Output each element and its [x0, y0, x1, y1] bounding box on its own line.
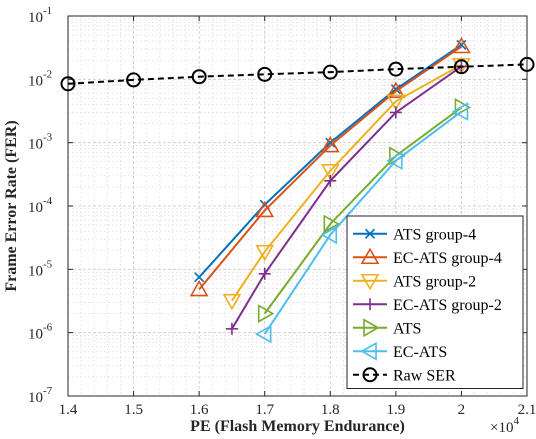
legend-entry-raw-ser: Raw SER: [353, 367, 456, 384]
series-line: [263, 106, 463, 315]
x-tick-label: 2: [458, 402, 466, 418]
data-point: [386, 81, 406, 98]
y-tick-exponent: -7: [43, 385, 53, 397]
data-point: [324, 174, 337, 187]
legend-entry-ec-ats-group-4: EC-ATS group-4: [353, 247, 502, 267]
data-point: [320, 225, 338, 245]
x-tick-label: 2.1: [518, 402, 536, 418]
series-line: [231, 63, 462, 302]
series-ats-group-4: [194, 39, 467, 283]
y-axis-title: Frame Error Rate (FER): [3, 120, 20, 291]
legend-marker: [363, 318, 380, 338]
series-line: [67, 63, 528, 85]
data-point: [519, 56, 535, 72]
y-tick-exponent: -6: [43, 322, 53, 334]
legend-marker: [364, 228, 376, 239]
legend-marker: [360, 341, 377, 361]
legend-label: Raw SER: [393, 367, 456, 384]
legend-marker: [362, 367, 378, 383]
x-axis-multiplier-exponent: 4: [513, 415, 519, 427]
legend: ATS group-4 EC-ATS group-4 ATS group-2 EC-A…: [346, 215, 524, 389]
series-line: [198, 45, 462, 291]
legend-marker: [360, 273, 380, 291]
data-point: [389, 106, 402, 119]
data-point: [60, 76, 76, 92]
legend-entry-ats-group-4: ATS group-4: [353, 226, 476, 243]
series-ec-ats-group-4: [189, 36, 471, 297]
data-point: [255, 200, 275, 218]
series-raw-ser: [60, 56, 535, 92]
data-point: [325, 137, 336, 148]
legend-entry-ec-ats-group-2: EC-ATS group-2: [353, 297, 502, 314]
legend-label: EC-ATS: [393, 344, 447, 361]
data-point: [386, 151, 403, 171]
marker-stroke: [325, 137, 336, 148]
data-point: [257, 304, 275, 323]
marker-stroke: [194, 272, 205, 283]
data-point: [320, 135, 340, 153]
data-point: [255, 244, 275, 262]
data-point: [323, 214, 340, 234]
x-tick-label: 1.9: [386, 402, 405, 418]
data-point: [451, 102, 469, 121]
legend-entry-ats: ATS: [353, 318, 421, 338]
data-point: [454, 98, 472, 117]
series-ec-ats-group-2: [225, 60, 468, 335]
y-tick-exponent: -4: [43, 195, 53, 207]
data-point: [386, 94, 406, 111]
data-point: [257, 66, 273, 82]
data-point: [388, 61, 404, 77]
legend-marker: [364, 298, 376, 311]
marker-stroke: [364, 228, 376, 239]
x-tick-label: 1.7: [255, 402, 274, 418]
x-axis-multiplier: ×104: [490, 415, 519, 436]
data-point: [222, 293, 242, 311]
series-layer: [60, 36, 535, 344]
data-point: [255, 324, 272, 344]
data-point: [390, 84, 401, 95]
series-ec-ats: [255, 102, 469, 344]
legend-label: EC-ATS group-4: [393, 250, 502, 267]
data-point: [452, 36, 471, 54]
data-point: [189, 279, 209, 297]
data-point: [191, 69, 207, 85]
x-axis-title: PE (Flash Memory Endurance): [190, 418, 405, 435]
data-point: [126, 72, 142, 88]
data-point: [320, 163, 340, 181]
y-tick-exponent: -5: [43, 258, 53, 270]
legend-label: EC-ATS group-2: [393, 297, 502, 314]
x-tick-label: 1.5: [124, 402, 143, 418]
legend-entry-ec-ats: EC-ATS: [353, 341, 447, 361]
legend-marker: [360, 247, 380, 265]
legend-label: ATS group-4: [393, 226, 476, 243]
series-ats: [257, 98, 472, 323]
legend-label: ATS group-2: [393, 273, 476, 290]
x-tick-label: 1.6: [190, 402, 209, 418]
x-tick-label: 1.4: [59, 402, 78, 418]
data-point: [225, 322, 238, 335]
data-point: [194, 272, 205, 283]
y-tick-exponent: -3: [43, 132, 53, 144]
series-line: [263, 110, 463, 335]
x-tick-label: 1.8: [321, 402, 340, 418]
data-point: [453, 59, 469, 75]
data-point: [322, 64, 338, 80]
data-point: [258, 267, 271, 280]
y-tick-exponent: -2: [43, 68, 52, 80]
legend-entry-ats-group-2: ATS group-2: [353, 273, 476, 291]
y-tick-exponent: -1: [43, 5, 52, 17]
marker-stroke: [390, 84, 401, 95]
legend-label: ATS: [393, 320, 421, 337]
